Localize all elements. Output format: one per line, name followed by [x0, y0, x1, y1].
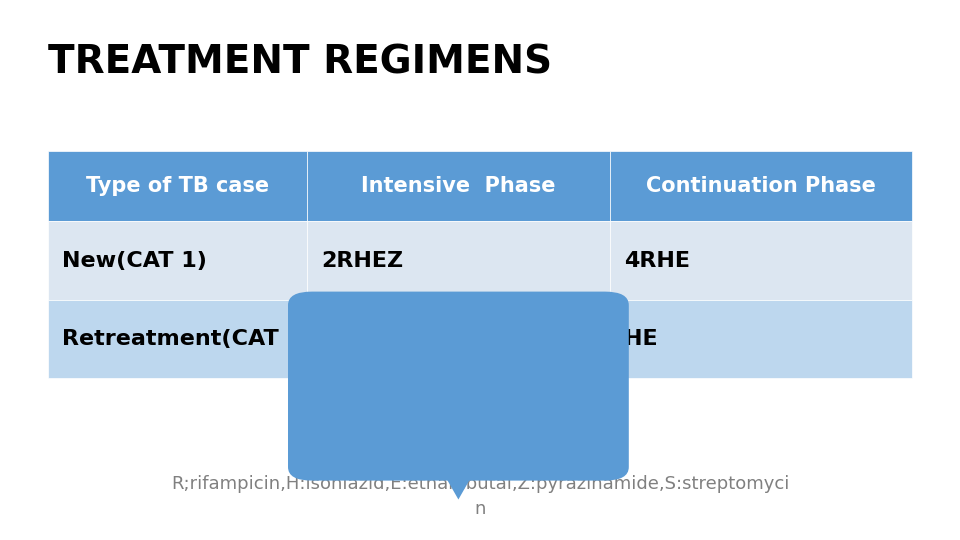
FancyBboxPatch shape [48, 151, 307, 221]
Text: New(CAT 1): New(CAT 1) [62, 251, 207, 271]
Polygon shape [437, 462, 480, 500]
FancyBboxPatch shape [48, 300, 307, 378]
FancyBboxPatch shape [610, 300, 912, 378]
Text: TREATMENT REGIMENS: TREATMENT REGIMENS [48, 43, 552, 81]
Text: Type of TB case: Type of TB case [86, 176, 269, 197]
FancyBboxPatch shape [610, 151, 912, 221]
Text: Retreatment(CAT 2): Retreatment(CAT 2) [62, 329, 312, 349]
FancyBboxPatch shape [610, 221, 912, 300]
Text: Intensive  Phase: Intensive Phase [361, 176, 556, 197]
FancyBboxPatch shape [288, 292, 629, 481]
Text: HE: HE [624, 329, 658, 349]
Text: Intermittent regimens
are being changed to
daily regimens under
RNTCP in India: Intermittent regimens are being changed … [331, 330, 576, 442]
FancyBboxPatch shape [307, 300, 610, 378]
Text: 4RHE: 4RHE [624, 251, 690, 271]
FancyBboxPatch shape [307, 151, 610, 221]
FancyBboxPatch shape [307, 221, 610, 300]
Text: R;rifampicin,H:isoniazid,E:ethambutal,Z:pyrazinamide,S:streptomyci
n: R;rifampicin,H:isoniazid,E:ethambutal,Z:… [171, 475, 789, 518]
FancyBboxPatch shape [48, 221, 307, 300]
Text: 2RHEZ: 2RHEZ [322, 251, 404, 271]
Text: Continuation Phase: Continuation Phase [646, 176, 876, 197]
